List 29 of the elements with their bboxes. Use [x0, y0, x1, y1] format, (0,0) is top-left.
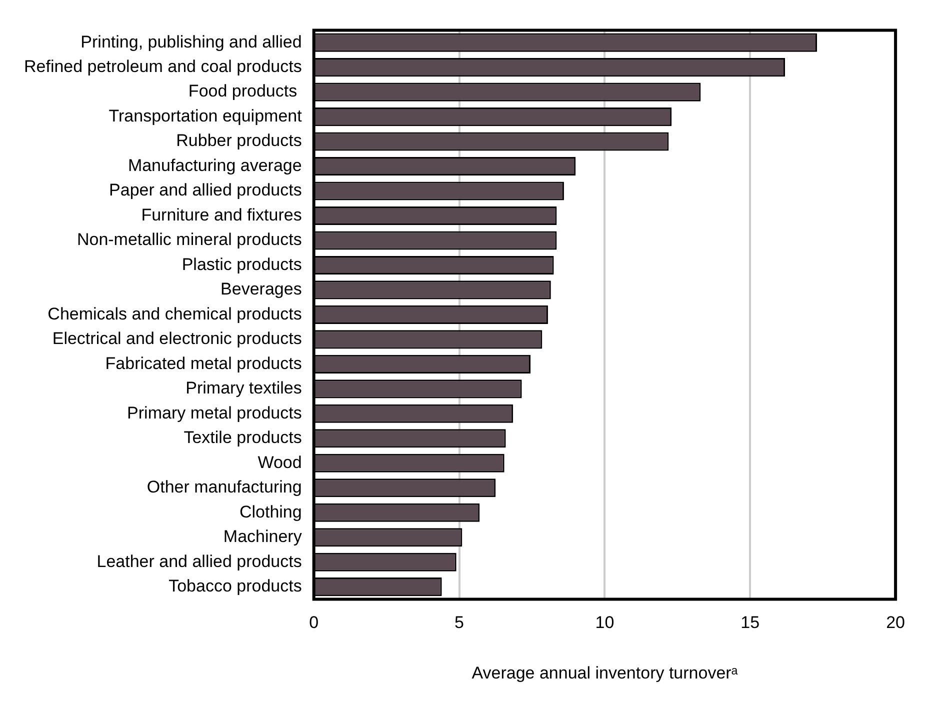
y-tick-label: Manufacturing average [128, 156, 302, 175]
y-tick-label: Non-metallic mineral products [76, 230, 302, 250]
y-tick-label: Plastic products [182, 254, 302, 274]
x-tick-label: 0 [309, 613, 319, 632]
x-tick-label: 5 [454, 613, 464, 632]
y-tick-label: Textile products [184, 428, 302, 448]
y-tick-label: Tobacco products [168, 576, 302, 596]
y-tick-label: Clothing [239, 502, 302, 522]
y-tick-label: Electrical and electronic products [52, 329, 302, 348]
y-tick-label: Rubber products [176, 131, 302, 150]
y-tick-label: Food products [188, 82, 302, 101]
y-tick-label: Machinery [223, 527, 302, 546]
y-tick-label: Wood [258, 452, 302, 472]
y-tick-label: Paper and allied products [109, 180, 302, 200]
x-tick-label: 10 [595, 613, 614, 632]
x-tick-label: 20 [886, 613, 906, 632]
y-tick-label: Furniture and fixtures [141, 205, 302, 224]
y-tick-label: Primary metal products [127, 403, 302, 422]
y-tick-label: Refined petroleum and coal products [24, 56, 302, 76]
x-axis-title: Average annual inventory turnoverᵃ [472, 663, 738, 682]
y-tick-label: Printing, publishing and allied [80, 32, 302, 52]
y-tick-label: Beverages [220, 280, 302, 299]
y-tick-label: Transportation equipment [108, 106, 302, 126]
y-tick-label: Leather and allied products [96, 552, 302, 571]
y-tick-label: Chemicals and chemical products [48, 304, 302, 324]
y-tick-label: Primary textiles [186, 378, 302, 398]
x-tick-label: 15 [740, 613, 760, 632]
y-tick-label: Fabricated metal products [105, 354, 302, 373]
y-tick-label: Other manufacturing [146, 478, 302, 497]
